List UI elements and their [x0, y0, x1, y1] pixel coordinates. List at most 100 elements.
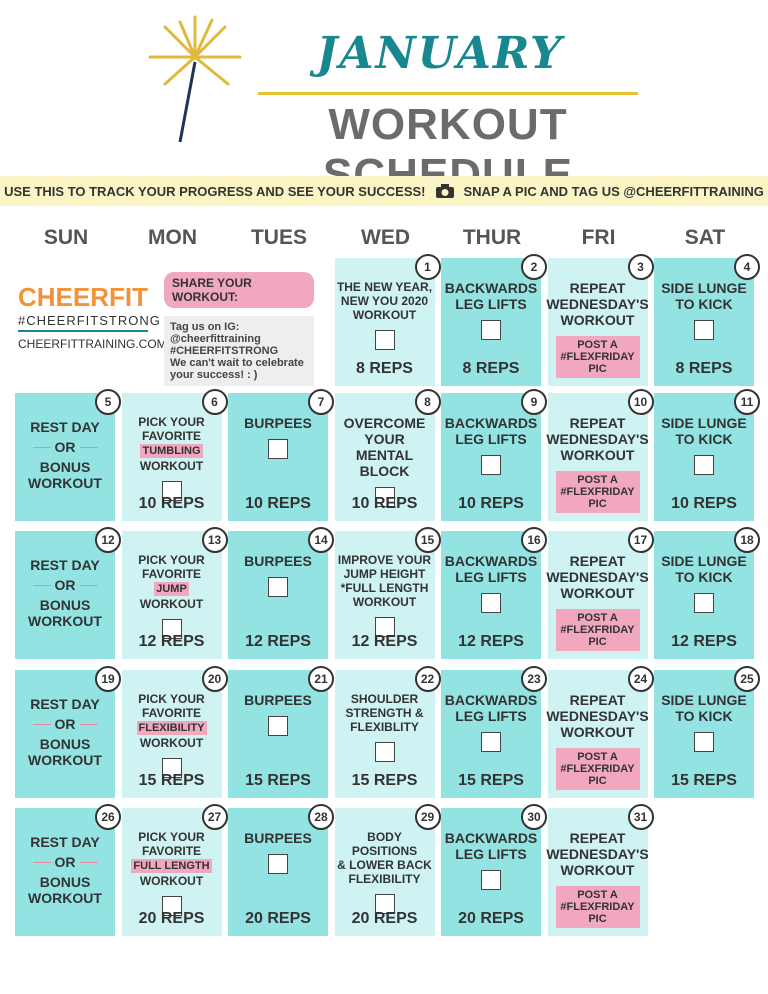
day-cell: 23 BACKWARDS LEG LIFTS 15 REPS	[441, 666, 547, 798]
share-line: #CHEERFITSTRONG	[170, 345, 279, 357]
day-text: PICK YOUR	[138, 830, 205, 844]
day-text: BURPEES	[244, 415, 312, 431]
logo-hashtag: #CHEERFITSTRONG	[18, 313, 160, 332]
day-cell: 29 BODY POSITIONS & LOWER BACK FLEXIBILITY 2…	[334, 804, 441, 936]
day-number: 12	[95, 527, 121, 553]
day-cell: 8 OVERCOME YOUR MENTAL BLOCK 10 REPS	[334, 389, 441, 521]
day-cell: 5 REST DAY OR BONUS WORKOUT	[15, 389, 121, 521]
day-text: TO KICK	[675, 296, 733, 312]
day-text: WEDNESDAY'S	[546, 296, 649, 312]
post-text: #FLEXFRIDAY	[560, 901, 635, 913]
day-number: 22	[414, 666, 441, 692]
day-cell: 12 REST DAY OR BONUS WORKOUT	[15, 527, 121, 659]
day-cell: 7 BURPEES 10 REPS	[228, 389, 334, 521]
checkbox	[161, 896, 182, 916]
weekday-header: SAT	[684, 226, 726, 249]
day-cell: 16 BACKWARDS LEG LIFTS 12 REPS	[441, 527, 547, 659]
reps: 8 REPS	[462, 360, 520, 377]
checkbox	[161, 758, 182, 778]
share-box: SHARE YOUR WORKOUT: Tag us on IG: @cheerf…	[164, 272, 314, 386]
day-text: REPEAT	[569, 553, 626, 569]
checkbox	[374, 894, 395, 914]
day-cell: 2 BACKWARDS LEG LIFTS 8 REPS	[441, 254, 547, 386]
day-text: SIDE LUNGE	[661, 553, 747, 569]
day-cell: 26 REST DAY OR BONUS WORKOUT	[15, 804, 121, 936]
day-text: FAVORITE	[141, 706, 202, 720]
day-text: BACKWARDS	[444, 553, 538, 569]
day-text: BACKWARDS	[444, 280, 538, 296]
post-box: POST A #FLEXFRIDAY PIC	[555, 336, 640, 378]
banner: USE THIS TO TRACK YOUR PROGRESS AND SEE …	[0, 176, 768, 206]
post-box: POST A #FLEXFRIDAY PIC	[555, 748, 640, 790]
day-text: LEG LIFTS	[455, 431, 527, 447]
day-number: 21	[308, 666, 334, 692]
share-body: Tag us on IG: @cheerfittraining #CHEERFITS…	[164, 316, 314, 386]
day-text: BURPEES	[244, 553, 312, 569]
post-text: #FLEXFRIDAY	[560, 351, 635, 363]
checkbox	[161, 481, 182, 501]
checkbox	[374, 487, 395, 507]
reps: 10 REPS	[351, 495, 418, 512]
reps: 10 REPS	[458, 495, 524, 512]
day-text: PICK YOUR	[138, 553, 205, 567]
day-text: WORKOUT	[139, 459, 204, 473]
day-text: & LOWER BACK	[337, 858, 432, 872]
reps: 10 REPS	[671, 495, 737, 512]
workout-tag: FLEXIBILITY	[136, 721, 207, 735]
day-text: REST DAY	[30, 834, 100, 850]
day-text: BONUS	[39, 459, 91, 475]
day-cell: 20 PICK YOUR FAVORITE FLEXIBILITY WORKOUT 15 …	[121, 666, 228, 798]
reps: 15 REPS	[671, 772, 737, 789]
divider	[258, 92, 638, 95]
day-text: WEDNESDAY'S	[546, 708, 649, 724]
day-text: FAVORITE	[141, 844, 202, 858]
sparkler-icon	[148, 15, 242, 143]
checkbox	[481, 593, 501, 613]
day-cell: 17 REPEAT WEDNESDAY'S WORKOUT POST A #FLEXFRI…	[546, 527, 654, 659]
day-number: 25	[734, 666, 760, 692]
day-text: WORKOUT	[28, 475, 102, 491]
or-divider: OR	[33, 854, 98, 870]
share-title: SHARE YOUR WORKOUT:	[164, 272, 314, 308]
logo-wordmark: CHEERFIT	[18, 282, 148, 313]
reps: 10 REPS	[245, 495, 311, 512]
day-text: WORKOUT	[560, 447, 635, 463]
day-number: 2	[521, 254, 547, 280]
day-text: BURPEES	[244, 692, 312, 708]
day-text: SIDE LUNGE	[661, 280, 747, 296]
day-cell: 30 BACKWARDS LEG LIFTS 20 REPS	[441, 804, 547, 936]
day-text: BONUS	[39, 874, 91, 890]
day-cell: 24 REPEAT WEDNESDAY'S WORKOUT POST A #FLEXFRI…	[546, 666, 654, 798]
day-text: WORKOUT	[560, 585, 635, 601]
day-text: REST DAY	[30, 557, 100, 573]
day-cell: 21 BURPEES 15 REPS	[228, 666, 334, 798]
day-cell: 14 BURPEES 12 REPS	[228, 527, 334, 659]
day-text: FLEXIBLITY	[350, 720, 419, 734]
share-line: your success! : )	[170, 369, 258, 381]
day-text: THE NEW YEAR,	[336, 280, 433, 294]
checkbox	[374, 742, 395, 762]
day-text: SIDE LUNGE	[661, 415, 747, 431]
share-line: Tag us on IG:	[170, 321, 240, 333]
day-cell: 25 SIDE LUNGE TO KICK 15 REPS	[654, 666, 760, 798]
day-number: 29	[414, 804, 441, 830]
day-cell: 28 BURPEES 20 REPS	[228, 804, 334, 936]
reps: 20 REPS	[245, 910, 311, 927]
day-text: BONUS	[39, 597, 91, 613]
day-cell: 11 SIDE LUNGE TO KICK 10 REPS	[654, 389, 760, 521]
day-number: 1	[414, 254, 441, 280]
post-text: #FLEXFRIDAY	[560, 624, 635, 636]
post-text: POST A	[577, 339, 618, 351]
day-cell: 1 THE NEW YEAR, NEW YOU 2020 WORKOUT 8 REPS	[334, 254, 441, 386]
day-cell: 27 PICK YOUR FAVORITE FULL LENGTH WORKOUT 20 …	[121, 804, 228, 936]
or-divider: OR	[33, 577, 98, 593]
checkbox	[268, 854, 288, 874]
day-cell: 18 SIDE LUNGE TO KICK 12 REPS	[654, 527, 760, 659]
reps: 15 REPS	[458, 772, 524, 789]
checkbox	[374, 330, 395, 350]
checkbox	[374, 617, 395, 637]
post-box: POST A #FLEXFRIDAY PIC	[555, 609, 640, 651]
day-text: STRENGTH &	[345, 706, 424, 720]
reps: 12 REPS	[351, 633, 418, 650]
reps: 8 REPS	[675, 360, 733, 377]
